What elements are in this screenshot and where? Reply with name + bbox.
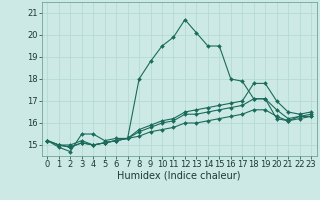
X-axis label: Humidex (Indice chaleur): Humidex (Indice chaleur) bbox=[117, 171, 241, 181]
